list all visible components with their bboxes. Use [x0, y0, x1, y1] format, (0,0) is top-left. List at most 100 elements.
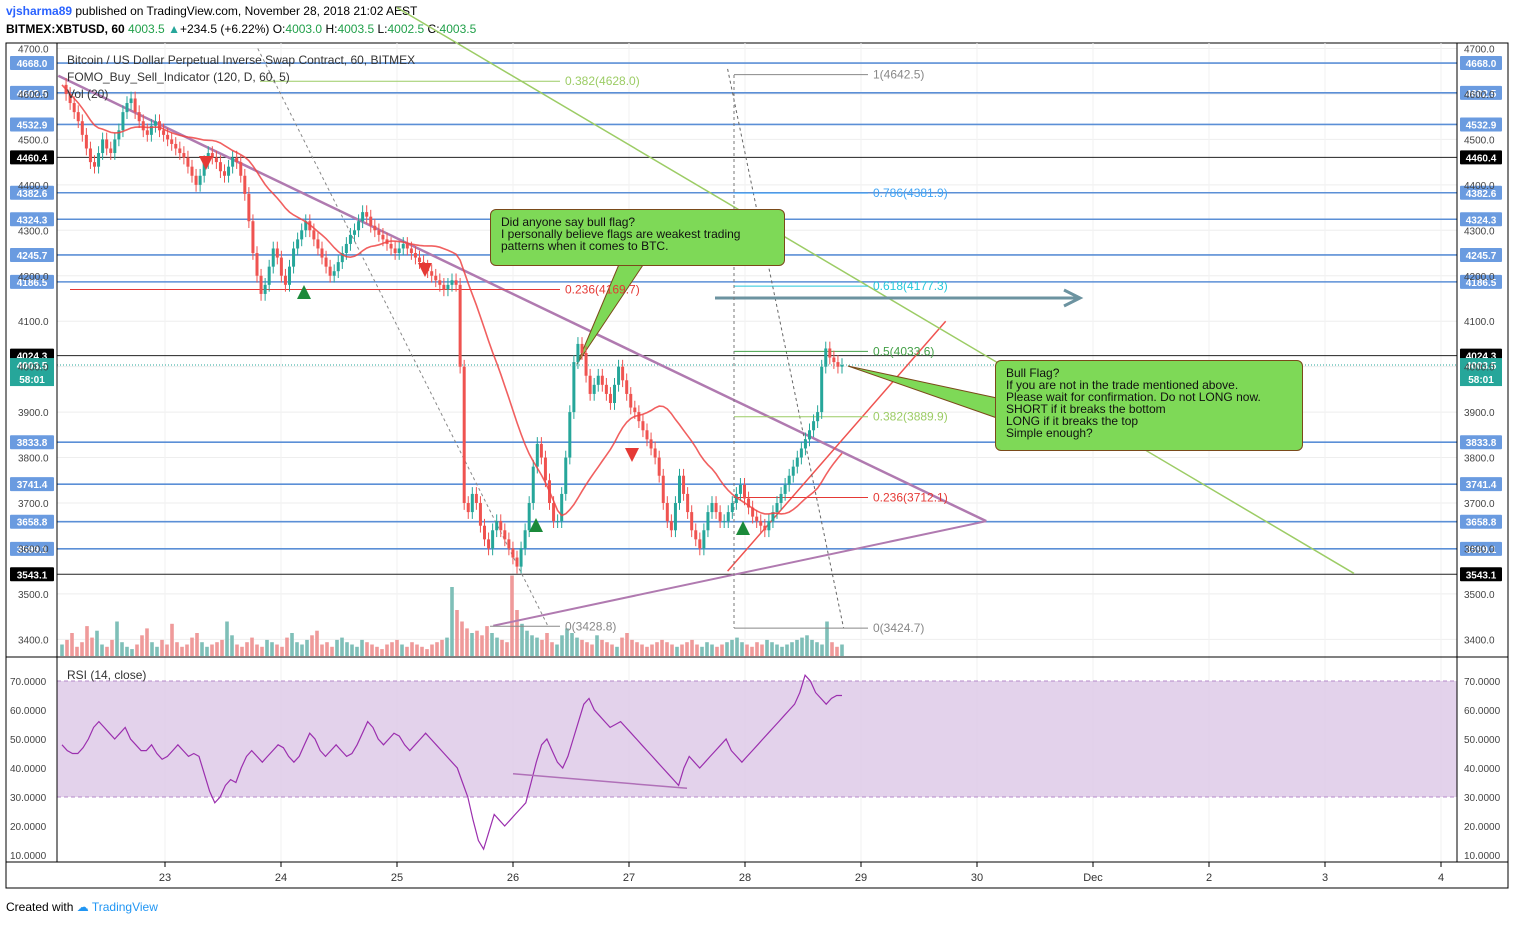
- candle-body: [633, 407, 637, 413]
- candle-body: [783, 484, 787, 494]
- note-bubble-bull-flag-question[interactable]: Did anyone say bull flag? I personally b…: [490, 209, 785, 266]
- volume-bar: [140, 635, 144, 656]
- level-tag-left: [10, 85, 54, 100]
- volume-bar: [390, 642, 394, 656]
- candle-body: [645, 430, 649, 440]
- volume-bar: [830, 642, 834, 656]
- candle-body: [336, 262, 340, 272]
- arrow-head-icon: [1063, 288, 1084, 308]
- volume-bar: [605, 642, 609, 656]
- indicator-legend: FOMO_Buy_Sell_Indicator (120, D, 60, 5): [67, 70, 290, 84]
- candle-body: [121, 112, 125, 131]
- candle-body: [434, 275, 438, 281]
- candle-body: [604, 384, 608, 394]
- volume-bar: [85, 626, 89, 656]
- volume-bar: [255, 644, 259, 656]
- candle-body: [702, 530, 706, 549]
- volume-bar: [800, 637, 804, 656]
- level-tag-right-label: 4460.4: [1466, 153, 1497, 164]
- candle-body: [223, 171, 226, 176]
- candle-body: [474, 493, 478, 503]
- volume-bar: [385, 644, 389, 656]
- time-axis[interactable]: 23 24 25 26 27 28 29 30 Dec 2 3 4: [159, 862, 1444, 884]
- change-arrow-icon: ▲: [168, 22, 180, 36]
- volume-bar: [780, 646, 784, 656]
- rsi-left-tick: 40.0000: [10, 764, 47, 775]
- level-tag-left: [10, 212, 54, 227]
- candle-body: [68, 93, 72, 104]
- candle-body: [202, 162, 206, 176]
- volume-bar: [545, 633, 549, 656]
- candle-body: [401, 243, 405, 249]
- ohlc-close: 4003.5: [439, 22, 477, 36]
- level-tag-right: [1460, 435, 1502, 450]
- volume-bar: [795, 639, 799, 656]
- price-axis[interactable]: 4700.0 4700.0 4600.0 4600.0 4500.0 4500.0 4400…: [10, 45, 1501, 863]
- candle-body: [669, 521, 673, 531]
- candle-body: [726, 512, 730, 522]
- volume-bar: [790, 642, 794, 656]
- candle-body: [288, 266, 291, 285]
- volume-bar: [705, 642, 709, 656]
- volume-legend: Vol (20): [67, 87, 108, 101]
- candle-body: [214, 157, 218, 163]
- candle-body: [397, 248, 401, 254]
- indicator-lines: [61, 84, 843, 535]
- volume-bar: [665, 642, 669, 656]
- level-tag-left: [10, 117, 54, 132]
- note-bubble-bull-flag-plan[interactable]: Bull Flag? If you are not in the trade m…: [995, 360, 1303, 451]
- level-tag-right-label: 4668.0: [1466, 59, 1497, 70]
- tradingview-brand-link[interactable]: TradingView: [91, 900, 158, 914]
- volume-bar: [690, 639, 694, 656]
- level-tag-left-label: 4024.3: [17, 352, 48, 363]
- tradingview-cloud-icon: ☁: [76, 900, 89, 914]
- candle-body: [747, 498, 751, 508]
- note-line: I personally believe flags are weakest t…: [501, 227, 741, 241]
- candle-body: [816, 412, 820, 422]
- level-tag-left: [10, 514, 54, 529]
- right-tick-label: 3600.0: [1464, 544, 1495, 555]
- volume-bar: [785, 644, 789, 656]
- volume-bar: [405, 646, 409, 656]
- candle-body: [377, 230, 381, 235]
- volume-bar: [500, 639, 504, 656]
- left-tick-label: 4600.0: [18, 90, 49, 101]
- level-tag-right: [1460, 56, 1502, 71]
- level-tag-right-label: 4602.5: [1466, 89, 1497, 100]
- ohlc-high-label: H:: [325, 22, 338, 36]
- candle-body: [255, 253, 259, 276]
- note-line: Please wait for confirmation. Do not LON…: [1006, 390, 1261, 404]
- candle-body: [596, 375, 600, 385]
- candle-body: [409, 248, 413, 254]
- candle-body: [109, 148, 113, 154]
- note-line: Bull Flag?: [1006, 366, 1060, 380]
- candle-body: [714, 503, 718, 513]
- volume-bar: [645, 646, 649, 656]
- candle-body: [588, 375, 592, 394]
- candle-body: [734, 493, 738, 503]
- volume-bar: [740, 642, 744, 656]
- candle-body: [279, 257, 283, 276]
- volume-bar: [750, 646, 754, 656]
- level-tag-left-label: 4382.6: [17, 189, 48, 200]
- candle-body: [722, 521, 726, 523]
- volume-bar: [345, 642, 349, 656]
- ohlc-low-label: L:: [377, 22, 388, 36]
- volume-bar: [470, 633, 474, 656]
- note-line: Did anyone say bull flag?: [501, 215, 636, 229]
- volume-bar: [530, 635, 534, 656]
- candle-body: [686, 493, 690, 513]
- candle-body: [751, 507, 755, 517]
- left-tick-label: 3800.0: [18, 454, 49, 465]
- level-tag-left: [10, 274, 54, 289]
- author-link[interactable]: vjsharma89: [6, 4, 73, 18]
- candle-body: [450, 280, 454, 285]
- candle-body: [519, 548, 523, 567]
- ohlc-open: 4003.0: [285, 22, 323, 36]
- candle-body: [389, 243, 393, 249]
- left-tick-label: 3400.0: [18, 635, 49, 646]
- right-tick-label: 3400.0: [1464, 635, 1495, 646]
- volume-bar: [775, 644, 779, 656]
- bubble-pointer-1: [576, 261, 646, 365]
